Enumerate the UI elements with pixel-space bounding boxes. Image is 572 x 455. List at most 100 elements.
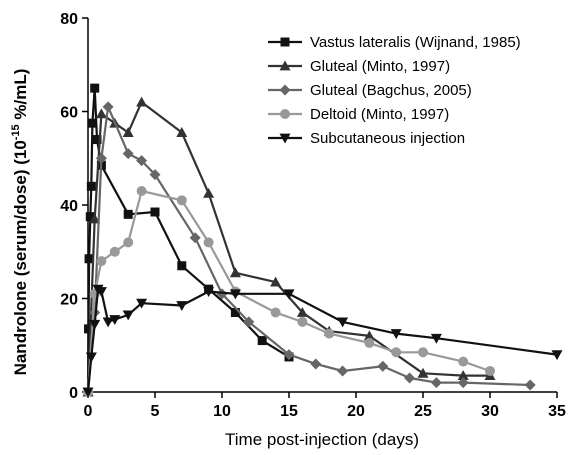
x-tick-label: 25 (414, 403, 432, 420)
data-point (458, 356, 469, 367)
series-line (86, 105, 531, 393)
data-point (551, 350, 563, 361)
data-point (297, 316, 308, 327)
data-point (485, 365, 495, 376)
data-point (85, 352, 97, 363)
y-axis-title-main: Nandrolone (serum/dose) (10 (11, 140, 30, 375)
legend-item-1: Vastus lateralis (Wijnand, 1985) (268, 34, 521, 51)
y-axis-title: Nandrolone (serum/dose) (10-15 %/mL) (10, 69, 30, 376)
legend-label: Vastus lateralis (Wijnand, 1985) (310, 34, 521, 51)
data-point (122, 148, 134, 160)
data-point (176, 195, 187, 206)
data-point (324, 328, 335, 339)
data-point (85, 212, 95, 222)
data-point (364, 337, 375, 348)
x-axis-title: Time post-injection (days) (225, 430, 419, 449)
y-axis-title-tail: %/mL) (11, 69, 30, 125)
data-point (102, 317, 114, 328)
data-point (337, 317, 349, 328)
legend-item-2: Gluteal (Minto, 1997) (268, 58, 450, 75)
data-point (149, 169, 161, 181)
data-point (257, 336, 267, 346)
legend-marker (280, 109, 290, 119)
data-point (123, 209, 133, 219)
legend-marker (279, 133, 291, 144)
y-axis: 0 20 40 60 80 (60, 11, 89, 402)
data-point (136, 298, 148, 309)
legend-label: Deltoid (Minto, 1997) (310, 106, 449, 123)
data-point (457, 370, 469, 381)
data-point (84, 254, 94, 264)
data-point (82, 387, 94, 398)
data-point (90, 83, 100, 93)
data-point (122, 310, 134, 321)
data-point (92, 135, 102, 145)
data-point (390, 329, 402, 340)
data-point (377, 360, 389, 372)
data-point (177, 261, 187, 271)
data-point (136, 96, 148, 107)
x-tick-label: 10 (213, 403, 231, 420)
data-point (109, 315, 121, 326)
data-point (109, 246, 120, 257)
data-point (176, 127, 188, 137)
data-point (230, 308, 240, 318)
data-point (283, 289, 295, 300)
legend-marker (280, 37, 290, 47)
series-layer (82, 83, 563, 398)
y-tick-label: 20 (60, 292, 78, 309)
legend-label: Gluteal (Bagchus, 2005) (310, 82, 472, 99)
series-5 (82, 284, 563, 398)
series-1 (83, 83, 294, 397)
data-point (150, 207, 160, 217)
x-tick-label: 15 (280, 403, 298, 420)
legend-item-3: Gluteal (Bagchus, 2005) (268, 82, 472, 99)
legend-label: Subcutaneous injection (310, 130, 465, 147)
data-point (203, 237, 214, 248)
data-point (95, 287, 107, 297)
data-point (229, 289, 241, 300)
data-point (136, 155, 148, 167)
y-tick-label: 0 (69, 385, 78, 402)
data-point (123, 237, 134, 248)
data-point (84, 324, 94, 334)
data-point (363, 330, 375, 341)
data-point (418, 347, 428, 358)
data-point (189, 232, 201, 244)
legend: Vastus lateralis (Wijnand, 1985) Gluteal … (268, 34, 521, 147)
x-tick-label: 30 (481, 403, 499, 420)
data-point (270, 307, 281, 318)
data-point (176, 301, 188, 312)
data-point (96, 256, 107, 267)
data-point (296, 307, 308, 317)
x-tick-label: 5 (151, 403, 160, 420)
data-point (404, 372, 416, 384)
legend-item-5: Subcutaneous injection (268, 130, 465, 147)
data-point (203, 287, 215, 297)
x-tick-label: 0 (84, 403, 93, 420)
y-tick-label: 80 (60, 11, 78, 28)
data-point (89, 319, 101, 330)
data-point (243, 316, 255, 328)
y-tick-label: 60 (60, 105, 78, 122)
series-line (86, 86, 290, 393)
x-tick-label: 20 (347, 403, 365, 420)
y-tick-label: 40 (60, 198, 78, 215)
x-axis: 0 5 10 15 20 25 30 35 (84, 391, 566, 420)
data-point (95, 108, 107, 119)
data-point (283, 349, 295, 361)
data-point (310, 358, 322, 370)
data-point (457, 377, 469, 389)
data-point (89, 213, 101, 224)
data-point (524, 379, 536, 391)
data-point (229, 267, 241, 278)
legend-marker (279, 84, 291, 96)
data-point (391, 347, 402, 358)
x-tick-label: 35 (548, 403, 566, 420)
data-point (122, 127, 134, 137)
data-point (95, 152, 107, 164)
legend-marker (279, 60, 291, 71)
data-point (270, 276, 282, 287)
data-point (337, 365, 349, 377)
